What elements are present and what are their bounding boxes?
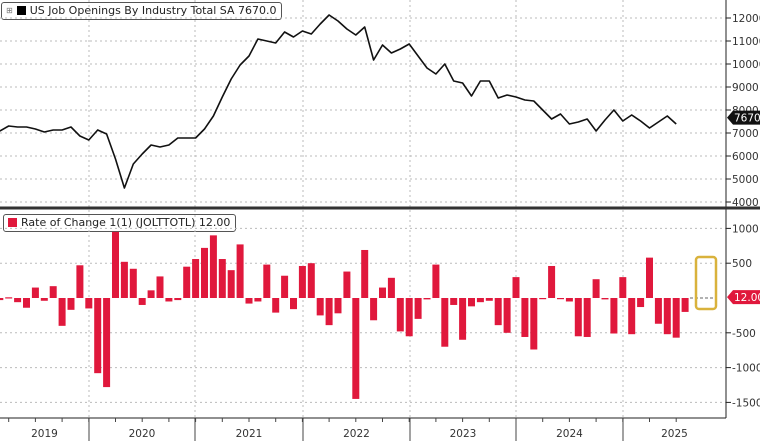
grid-lines <box>0 0 726 418</box>
svg-text:2019: 2019 <box>31 428 58 440</box>
axis-labels: 1200011000100009000800070006000500040001… <box>31 13 760 440</box>
job-openings-line <box>0 14 677 189</box>
svg-text:6000: 6000 <box>732 151 759 163</box>
svg-text:2025: 2025 <box>661 428 688 440</box>
svg-text:12000: 12000 <box>732 13 760 25</box>
bottom-legend[interactable]: Rate of Change 1(1) (JOLTTOTL) 12.00 <box>3 214 237 232</box>
svg-text:7670.0: 7670.0 <box>734 113 760 125</box>
svg-text:2022: 2022 <box>343 428 370 440</box>
svg-text:2020: 2020 <box>129 428 156 440</box>
svg-text:-1500: -1500 <box>732 397 760 409</box>
svg-text:2021: 2021 <box>236 428 263 440</box>
series-swatch-rate-of-change <box>8 218 17 227</box>
svg-text:2024: 2024 <box>556 428 583 440</box>
svg-text:-500: -500 <box>732 328 756 340</box>
svg-text:4000: 4000 <box>732 197 759 209</box>
svg-text:2023: 2023 <box>450 428 477 440</box>
svg-text:9000: 9000 <box>732 82 759 94</box>
series-swatch-job-openings <box>16 6 26 15</box>
svg-text:500: 500 <box>732 258 752 270</box>
svg-text:5000: 5000 <box>732 174 759 186</box>
svg-text:11000: 11000 <box>732 36 760 48</box>
svg-text:-1000: -1000 <box>732 363 760 375</box>
top-legend-label: US Job Openings By Industry Total SA 767… <box>29 4 277 17</box>
rate-of-change-bars <box>0 231 716 399</box>
bottom-legend-label: Rate of Change 1(1) (JOLTTOTL) 12.00 <box>21 216 231 229</box>
svg-text:1000: 1000 <box>732 223 759 235</box>
svg-text:10000: 10000 <box>732 59 760 71</box>
expand-icon[interactable]: ⊞ <box>6 6 13 15</box>
top-legend[interactable]: ⊞ US Job Openings By Industry Total SA 7… <box>1 2 283 20</box>
svg-text:7000: 7000 <box>732 128 759 140</box>
svg-text:12.00: 12.00 <box>734 292 760 304</box>
